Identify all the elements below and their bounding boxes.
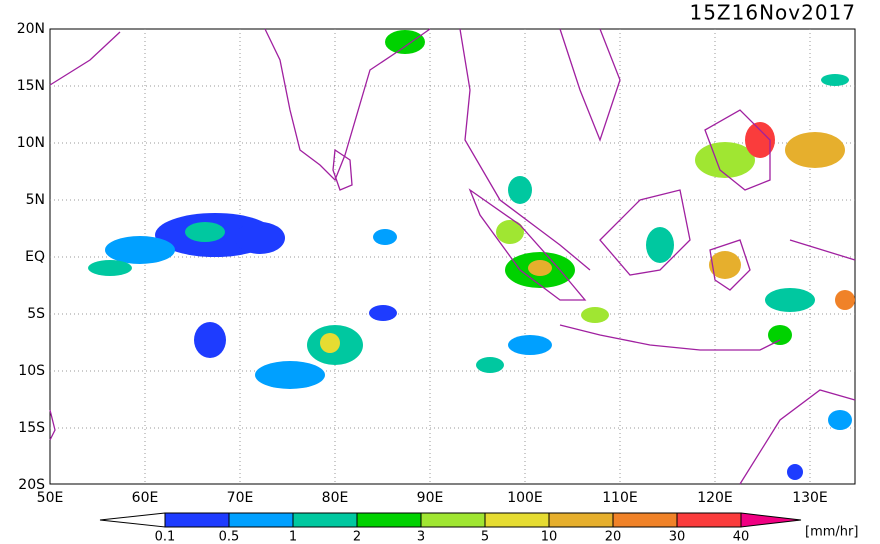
colorbar-unit: [mm/hr] (805, 525, 858, 540)
lat-label: EQ (25, 249, 45, 265)
rain-cell (105, 236, 175, 264)
lon-label: 90E (417, 490, 444, 506)
rain-cell (821, 74, 849, 86)
rain-cell (320, 333, 340, 353)
coastline (332, 148, 353, 191)
lon-label: 60E (132, 490, 159, 506)
lon-label: 130E (792, 490, 828, 506)
colorbar-label: 40 (733, 530, 750, 544)
rain-cell (385, 30, 425, 54)
coastline (459, 28, 591, 271)
rain-cell (508, 176, 532, 204)
colorbar-box (420, 512, 486, 528)
rain-cell (787, 464, 803, 480)
lon-label: 100E (507, 490, 543, 506)
rain-cell (695, 142, 755, 178)
colorbar-label: 0.5 (219, 530, 240, 544)
lat-label: 15S (18, 420, 45, 436)
coastline (599, 189, 691, 276)
rain-cell (496, 220, 524, 244)
coastline (49, 28, 431, 182)
coastline (49, 409, 56, 441)
colorbar-label: 2 (353, 530, 361, 544)
lon-label: 80E (322, 490, 349, 506)
rain-cell (835, 290, 855, 310)
colorbar-box (356, 512, 422, 528)
rain-cell (745, 122, 775, 158)
rain-cell (369, 305, 397, 321)
lon-label: 120E (697, 490, 733, 506)
rain-cell (528, 260, 552, 276)
rain-cell (646, 227, 674, 263)
lat-label: 20S (18, 477, 45, 493)
coastlines (49, 28, 856, 485)
coastline (559, 28, 621, 142)
colorbar-label: 3 (417, 530, 425, 544)
colorbar-box (292, 512, 358, 528)
lon-label: 70E (227, 490, 254, 506)
coastline (468, 188, 587, 301)
coastline (704, 109, 771, 191)
colorbar-box (228, 512, 294, 528)
colorbar: 0.1 0.5 1 2 3 5 10 20 30 40 (99, 512, 802, 544)
colorbar-label: 0.1 (155, 530, 176, 544)
colorbar-high (740, 512, 802, 528)
colorbar-label: 1 (289, 530, 297, 544)
rain-cell (765, 288, 815, 312)
colorbar-box (676, 512, 742, 528)
rain-cell (785, 132, 845, 168)
lon-label: 110E (602, 490, 638, 506)
colorbar-box (548, 512, 614, 528)
rain-cell (768, 325, 792, 345)
rain-cell (373, 229, 397, 245)
colorbar-box (484, 512, 550, 528)
map-title: 15Z16Nov2017 (689, 1, 856, 25)
rain-cell (508, 335, 552, 355)
rain-cell (709, 251, 741, 279)
lat-label: 10N (17, 135, 45, 151)
colorbar-low (99, 512, 166, 528)
rain-cell (88, 260, 132, 276)
lat-label: 10S (18, 363, 45, 379)
colorbar-label: 20 (605, 530, 622, 544)
colorbar-label: 10 (541, 530, 558, 544)
rain-cell (476, 357, 504, 373)
colorbar-box (164, 512, 230, 528)
coastline (709, 239, 751, 291)
colorbar-box (612, 512, 678, 528)
lat-label: 15N (17, 78, 45, 94)
rain-cell (828, 410, 852, 430)
lat-label: 5S (27, 306, 45, 322)
coastline (559, 324, 781, 351)
lon-label: 50E (37, 490, 64, 506)
lat-label: 5N (26, 192, 45, 208)
rain-cell (194, 322, 226, 358)
lat-label: 20N (17, 21, 45, 37)
coastline (739, 239, 856, 485)
colorbar-label: 5 (481, 530, 489, 544)
colorbar-label: 30 (669, 530, 686, 544)
rain-cell (185, 222, 225, 242)
rain-cell (255, 361, 325, 389)
rain-cells (88, 30, 855, 480)
rain-cell (581, 307, 609, 323)
rain-cell (235, 222, 285, 254)
